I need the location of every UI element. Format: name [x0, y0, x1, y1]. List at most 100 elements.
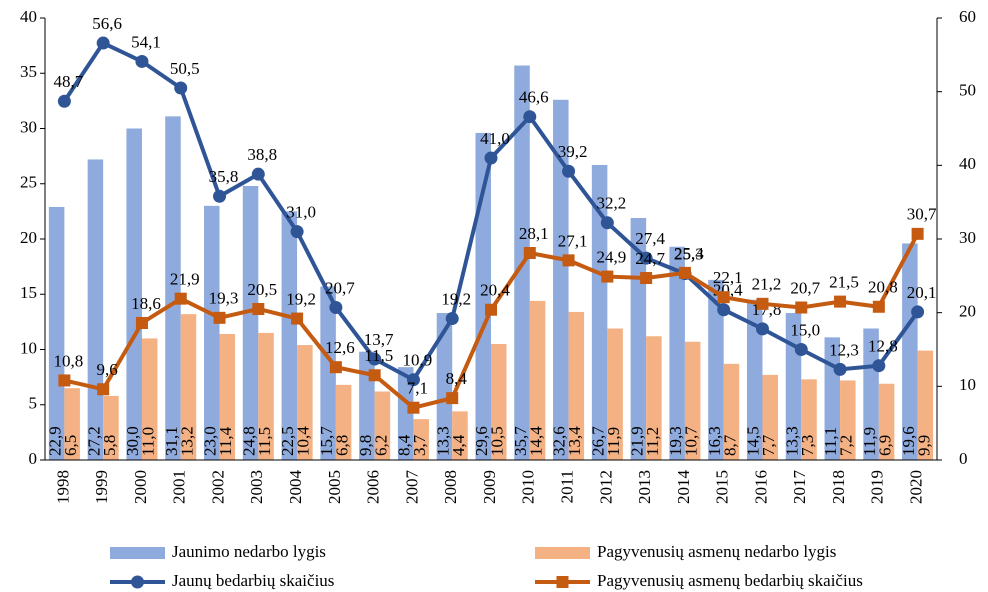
bar-value-label: 9,8: [356, 435, 375, 456]
y2-tick-label: 50: [959, 81, 976, 100]
line-marker: [174, 292, 187, 305]
line-value-label: 10,8: [54, 351, 84, 370]
line-value-label: 41,0: [480, 129, 510, 148]
line-marker: [678, 266, 691, 279]
y2-tick-label: 30: [959, 228, 976, 247]
bar-value-label: 11,0: [139, 427, 158, 456]
bar-value-label: 13,3: [782, 426, 801, 456]
line-value-label: 20,1: [907, 283, 937, 302]
y-tick-label: 35: [20, 62, 37, 81]
x-tick-label: 1998: [53, 470, 72, 504]
y-tick-label: 5: [29, 394, 38, 413]
bar-value-label: 11,2: [643, 427, 662, 456]
bar-value-label: 11,9: [604, 427, 623, 456]
line-marker: [833, 362, 847, 376]
line-value-label: 19,2: [441, 289, 471, 308]
line-value-label: 12,6: [325, 338, 355, 357]
y-tick-label: 25: [20, 173, 37, 192]
bar: [48, 206, 65, 460]
line-value-label: 21,5: [829, 273, 859, 292]
y-tick-label: 15: [20, 283, 37, 302]
x-tick-label: 2009: [480, 470, 499, 504]
line-marker: [291, 312, 304, 325]
bar: [840, 380, 856, 460]
bar-value-label: 30,0: [123, 426, 142, 456]
x-tick-label: 2015: [713, 470, 732, 504]
bar: [141, 338, 158, 460]
bar-value-label: 22,9: [46, 426, 65, 456]
bar: [374, 391, 391, 460]
bar-value-label: 23,0: [201, 426, 220, 456]
bar-value-label: 16,3: [705, 426, 724, 456]
bar: [475, 132, 491, 461]
line-marker: [97, 383, 110, 396]
y2-tick-label: 20: [959, 302, 976, 321]
y-tick-label: 30: [20, 117, 37, 136]
line-marker: [445, 312, 459, 326]
x-tick-label: 2006: [364, 470, 383, 504]
line-value-label: 19,3: [209, 289, 239, 308]
bar: [553, 99, 569, 461]
bar: [281, 211, 298, 460]
line-value-label: 24,7: [635, 249, 665, 268]
bar-value-label: 13,4: [565, 426, 584, 456]
bar: [902, 243, 918, 460]
bar: [607, 328, 623, 460]
line-marker: [717, 291, 730, 304]
line-marker: [213, 189, 227, 203]
line-value-label: 21,9: [170, 270, 200, 289]
line-value-label: 20,7: [325, 278, 355, 297]
line-value-label: 20,4: [480, 281, 510, 300]
legend-marker: [131, 575, 144, 589]
bar-value-label: 5,8: [100, 435, 119, 456]
line-marker: [96, 36, 110, 50]
legend-marker: [556, 576, 569, 588]
x-tick-label: 2019: [868, 470, 887, 504]
line-marker: [58, 374, 71, 387]
bar-value-label: 35,7: [511, 426, 530, 456]
bar-value-label: 11,4: [216, 426, 235, 456]
bar-value-label: 10,7: [682, 426, 701, 456]
bar-value-label: 29,6: [472, 426, 491, 456]
line-marker: [329, 361, 342, 374]
line-value-label: 28,1: [519, 224, 549, 243]
line-marker: [484, 151, 498, 165]
line-value-label: 20,8: [868, 278, 898, 297]
bar: [397, 367, 414, 460]
x-tick-label: 1999: [92, 470, 111, 504]
x-tick-label: 2014: [674, 470, 693, 505]
line-marker: [755, 322, 769, 336]
line-marker: [368, 369, 381, 382]
bar: [684, 341, 701, 460]
line-value-label: 12,8: [868, 337, 898, 356]
bar: [529, 300, 546, 460]
x-tick-label: 2020: [907, 470, 926, 504]
line-marker: [794, 343, 808, 356]
bar-value-label: 26,7: [588, 426, 607, 456]
bar: [165, 116, 181, 460]
x-tick-label: 2004: [286, 470, 305, 505]
line-marker: [872, 359, 886, 373]
line-marker: [523, 110, 537, 124]
x-tick-label: 2000: [131, 470, 150, 504]
y-tick-label: 0: [29, 449, 38, 468]
bar-value-label: 7,7: [759, 434, 778, 456]
bar: [103, 395, 119, 460]
line-marker: [329, 301, 343, 315]
bar-value-label: 10,5: [488, 426, 507, 456]
line-value-label: 19,2: [286, 289, 316, 308]
line-marker: [57, 94, 71, 108]
line-value-label: 20,7: [790, 278, 820, 297]
y-tick-label: 10: [20, 338, 37, 357]
line-value-label: 15,0: [790, 320, 820, 339]
x-tick-label: 2007: [402, 470, 421, 505]
line-marker: [639, 251, 653, 265]
line-marker: [446, 392, 459, 405]
y2-tick-label: 10: [959, 375, 976, 394]
bar-value-label: 7,3: [798, 435, 817, 456]
line-value-label: 48,7: [54, 72, 84, 91]
bar-value-label: 9,9: [914, 435, 933, 456]
line-value-label: 54,1: [131, 32, 161, 51]
bar-value-label: 8,7: [720, 434, 739, 456]
